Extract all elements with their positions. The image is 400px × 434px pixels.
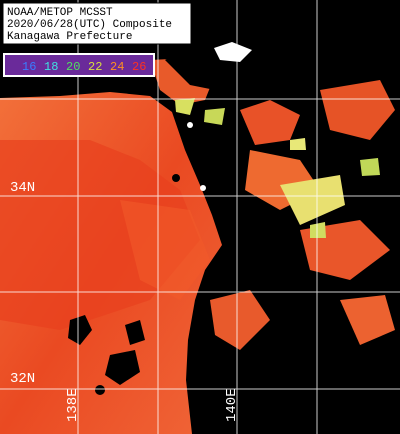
header-line: 2020/06/28(UTC) Composite	[7, 19, 172, 31]
colorbar: 16 18 20 22 24 26	[3, 53, 155, 77]
colorbar-label: 16	[22, 60, 36, 74]
colorbar-box	[3, 53, 155, 77]
colorbar-label: 26	[132, 60, 146, 74]
colorbar-label: 24	[110, 60, 124, 74]
header-line: NOAA/METOP MCSST	[7, 7, 113, 19]
islands	[187, 42, 252, 191]
colorbar-label: 20	[66, 60, 80, 74]
colorbar-label: 22	[88, 60, 102, 74]
sea-surface	[0, 58, 395, 434]
lat-label: 34N	[10, 180, 35, 196]
header: NOAA/METOP MCSST 2020/06/28(UTC) Composi…	[2, 2, 192, 45]
grid-labels: 34N 32N 138E 140E	[10, 180, 240, 422]
lat-label: 32N	[10, 371, 35, 387]
lon-label: 138E	[65, 388, 81, 422]
lon-label: 140E	[224, 388, 240, 422]
header-box	[2, 2, 192, 45]
colorbar-label: 18	[44, 60, 58, 74]
header-line: Kanagawa Prefecture	[7, 31, 132, 43]
